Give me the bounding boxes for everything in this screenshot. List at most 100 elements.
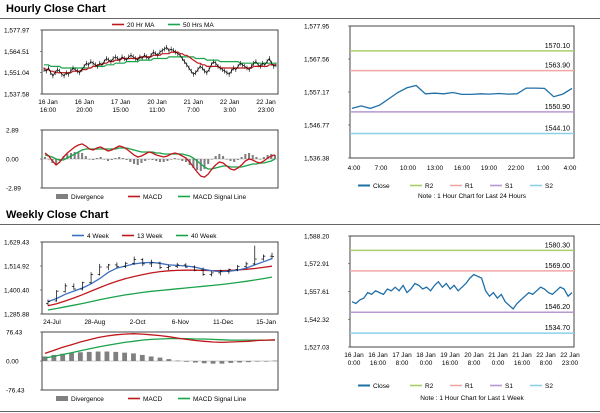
divergence-bar xyxy=(81,152,84,159)
bottom-divider xyxy=(0,411,600,412)
y-tick-label: 0.00 xyxy=(6,359,19,366)
pivot-label-s1: 1546.20 xyxy=(545,304,570,311)
divergence-bar xyxy=(173,157,176,159)
y-tick-label: 76.43 xyxy=(6,330,23,337)
legend-label: R1 xyxy=(465,383,474,390)
divergence-bar xyxy=(184,361,189,362)
divergence-bar xyxy=(181,159,184,162)
pivot-label-r1: 1563.90 xyxy=(545,63,570,70)
divergence-bar xyxy=(133,159,136,165)
divergence-bar xyxy=(263,361,269,362)
divergence-bar xyxy=(192,361,198,363)
x-tick-label: 24-Jul xyxy=(43,319,61,326)
divergence-bar xyxy=(88,159,91,160)
x-tick-label: 16 Jan 0:00 xyxy=(344,352,364,367)
divergence-bar xyxy=(196,159,199,171)
weekly-section-title: Weekly Close Chart xyxy=(6,209,109,221)
divergence-bar xyxy=(214,155,217,159)
legend-label: MACD xyxy=(143,396,162,403)
x-tick-label: 10:00 xyxy=(400,165,417,172)
divergence-bar xyxy=(255,156,258,159)
divergence-bar xyxy=(251,154,254,159)
divergence-bar xyxy=(95,351,101,361)
legend-label: Divergence xyxy=(71,194,104,201)
x-tick-label: 22:00 xyxy=(508,165,525,172)
divergence-bar xyxy=(148,356,154,361)
divergence-bar xyxy=(103,159,106,160)
x-tick-label: 21 Jan 0:00 xyxy=(488,352,508,367)
hourly-price-ma-chart: 20 Hr MA 50 Hrs MA 1,577.97 1,564.51 1,551.0… xyxy=(4,22,279,114)
legend-label: R1 xyxy=(465,183,474,190)
legend-label: Close xyxy=(373,183,390,190)
x-tick-label: 13:00 xyxy=(427,165,444,172)
x-tick-label: 22 Jan 3:00 xyxy=(220,99,240,114)
x-tick-label: 18 Jan 0:00 xyxy=(416,352,436,367)
divergence-bar xyxy=(118,156,121,159)
divergence-bar xyxy=(244,153,247,159)
divergence-bar xyxy=(77,352,83,361)
legend-label: MACD Signal Line xyxy=(193,396,246,403)
legend-label: S2 xyxy=(545,183,553,190)
hourly-close-pivot-chart: 1,577.95 1,567.56 1,557.17 1,546.77 1,536.38… xyxy=(304,24,577,201)
divergence-bar xyxy=(86,351,92,361)
y-tick-label: 0.00 xyxy=(6,157,19,164)
divergence-bar xyxy=(229,159,232,162)
y-tick-label: 1,557.17 xyxy=(304,89,330,96)
y-tick-label: 1,285.88 xyxy=(4,312,30,319)
legend-swatch xyxy=(56,396,68,401)
x-tick-label: 22 Jan 23:00 xyxy=(560,352,580,367)
divergence-bar xyxy=(55,159,58,166)
x-tick-label: 4:00 xyxy=(348,165,361,172)
legend-label: Divergence xyxy=(71,396,104,403)
weekly-price-ma-chart: 4 Week 13 Week 40 Week 1,629.43 1,514.92 1,40… xyxy=(4,233,279,326)
hourly-macd-chart: 2.89 0.00 -2.89 Divergence MACD MACD Signal L… xyxy=(6,128,279,201)
divergence-bar xyxy=(69,353,74,361)
divergence-bar xyxy=(51,354,57,361)
y-tick-label: 1,567.56 xyxy=(304,56,330,63)
divergence-bar xyxy=(175,360,181,362)
legend-label: 40 Week xyxy=(191,233,217,240)
divergence-bar xyxy=(121,157,124,159)
divergence-bar xyxy=(73,151,76,159)
divergence-bar xyxy=(42,356,48,361)
divergence-bar xyxy=(99,156,102,159)
legend-label: 50 Hrs MA xyxy=(183,22,214,29)
divergence-bar xyxy=(236,159,239,161)
pivot-label-r1: 1569.00 xyxy=(545,263,570,270)
y-tick-label: 1,588.20 xyxy=(304,234,330,241)
divergence-bar xyxy=(246,361,251,363)
divergence-bar xyxy=(166,159,169,162)
legend-label: MACD xyxy=(143,194,162,201)
x-tick-label: 17 Jan 15:00 xyxy=(111,99,131,114)
x-tick-label: 28-Aug xyxy=(84,319,105,326)
x-tick-label: 16 Jan 16:00 xyxy=(368,352,388,367)
divergence-bar xyxy=(201,361,207,364)
y-tick-label: 1,564.51 xyxy=(4,49,30,56)
divergence-bar xyxy=(210,159,213,160)
legend-label: R2 xyxy=(425,383,434,390)
y-tick-label: 1,557.61 xyxy=(304,289,330,296)
divergence-bar xyxy=(95,157,98,159)
hourly-title-divider xyxy=(0,18,600,19)
pivot-label-r2: 1570.10 xyxy=(545,43,570,50)
y-tick-label: 2.89 xyxy=(6,128,19,135)
plot-area xyxy=(349,25,575,159)
divergence-bar xyxy=(60,353,66,361)
macd-signal-line xyxy=(44,337,275,359)
plot-area xyxy=(41,29,279,95)
legend-label: 20 Hr MA xyxy=(127,22,155,29)
chart-note: Note : 1 Hour Chart for Last 1 Week xyxy=(420,395,524,402)
divergence-bar xyxy=(125,159,128,161)
divergence-bar xyxy=(158,159,162,163)
divergence-bar xyxy=(192,159,195,169)
divergence-bar xyxy=(218,153,221,159)
divergence-bar xyxy=(136,159,139,166)
close-line xyxy=(351,273,573,310)
divergence-bar xyxy=(166,359,172,361)
x-tick-label: 17 Jan 8:00 xyxy=(392,352,412,367)
x-tick-label: 1:00 xyxy=(537,165,550,172)
y-tick-label: 1,577.97 xyxy=(4,28,30,35)
weekly-macd-chart: 76.43 0.00 -76.43 Divergence MACD MACD Signal… xyxy=(6,330,279,403)
y-tick-label: -2.89 xyxy=(6,186,21,193)
divergence-bar xyxy=(113,351,119,361)
